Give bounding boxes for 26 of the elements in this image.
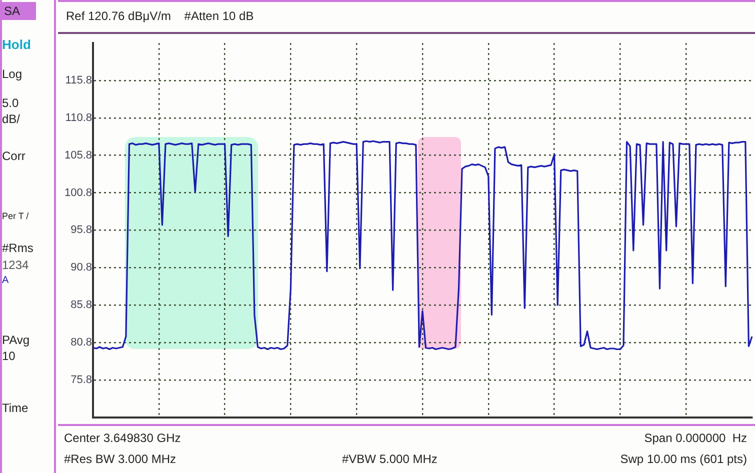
y-tick-label: 115.8: [65, 74, 92, 86]
y-tick-label: 90.8: [70, 262, 92, 274]
text: Hold: [2, 37, 31, 53]
y-tick-label: 75.8: [70, 374, 92, 386]
text: 1234: [2, 257, 29, 273]
text: Ref 120.76 dBμV/m #Atten 10 dB: [66, 8, 254, 24]
text: 5.0 dB/: [2, 95, 22, 127]
y-tick-label: 85.8: [70, 299, 92, 312]
text: Log: [2, 66, 22, 82]
text: Center 3.649830 GHz: [64, 430, 181, 446]
y-tick-label: 100.8: [64, 186, 92, 199]
text: Per T /: [2, 210, 29, 223]
y-tick-label: 95.8: [70, 224, 92, 236]
text: Corr: [2, 148, 26, 164]
y-tick-label: 105.8: [64, 149, 92, 162]
text: #Rms: [2, 240, 34, 256]
text: Span 0.000000 Hz: [644, 430, 747, 446]
y-tick-label: 80.8: [70, 336, 92, 349]
text: #Res BW 3.000 MHz: [64, 451, 176, 467]
text: PAvg 10: [2, 332, 31, 364]
text: Time: [2, 400, 28, 416]
text: #VBW 5.000 MHz: [342, 451, 438, 467]
text: SA: [2, 2, 36, 20]
text: Swp 10.00 ms (601 pts): [620, 451, 747, 467]
y-tick-label: 110.8: [65, 112, 92, 124]
text: A: [2, 274, 9, 288]
